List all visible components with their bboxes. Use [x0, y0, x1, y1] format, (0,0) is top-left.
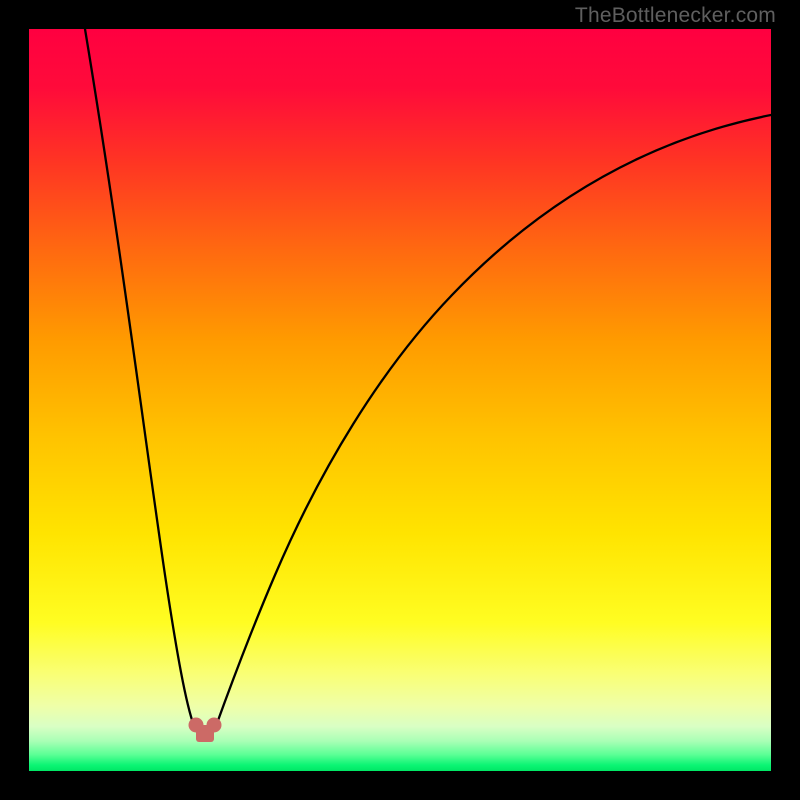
curve-left-branch: [85, 29, 194, 726]
bottom-marker-right: [207, 718, 222, 733]
plot-group: [85, 29, 771, 742]
curve-right-branch: [216, 115, 771, 726]
chart-svg-layer: [0, 0, 800, 800]
bottom-marker-left: [189, 718, 204, 733]
watermark-text: TheBottlenecker.com: [575, 4, 776, 28]
